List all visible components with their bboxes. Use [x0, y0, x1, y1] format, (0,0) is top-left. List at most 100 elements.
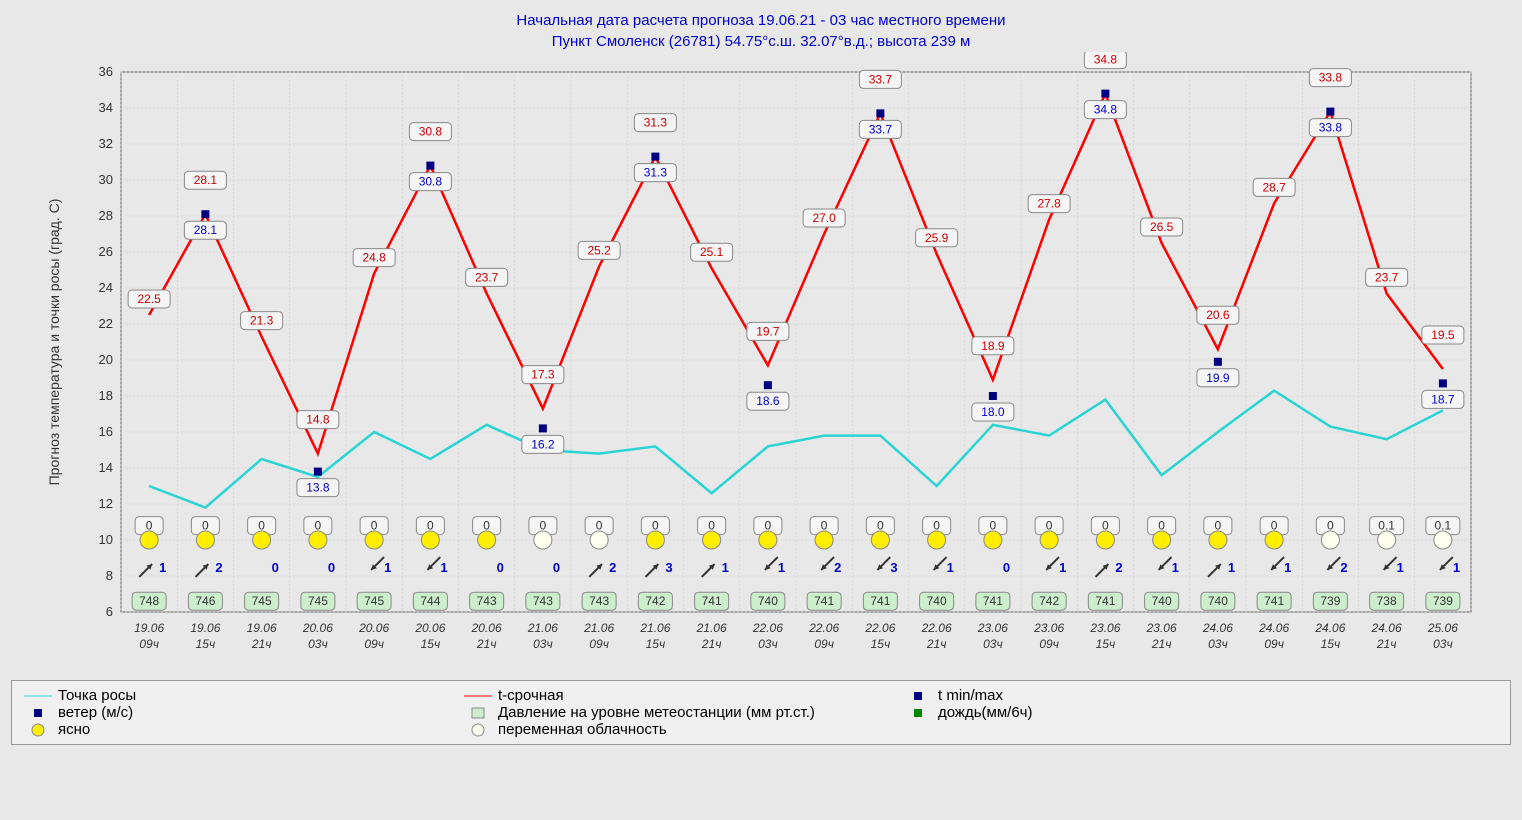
svg-text:1: 1 [1397, 560, 1404, 575]
svg-text:19.7: 19.7 [756, 324, 780, 338]
svg-text:739: 739 [1433, 594, 1453, 608]
svg-text:09ч: 09ч [139, 637, 159, 651]
svg-text:0: 0 [497, 560, 504, 575]
svg-text:20: 20 [99, 352, 113, 367]
svg-text:1: 1 [1059, 560, 1066, 575]
svg-text:0: 0 [328, 560, 335, 575]
svg-text:1: 1 [159, 560, 166, 575]
svg-text:15ч: 15ч [871, 637, 891, 651]
svg-text:30.8: 30.8 [419, 125, 443, 139]
svg-text:0: 0 [540, 519, 547, 533]
svg-text:18: 18 [99, 388, 113, 403]
svg-text:03ч: 03ч [308, 637, 328, 651]
svg-text:1: 1 [947, 560, 954, 575]
svg-text:19.5: 19.5 [1431, 328, 1455, 342]
svg-text:0: 0 [708, 519, 715, 533]
svg-text:0: 0 [1215, 519, 1222, 533]
svg-text:18.6: 18.6 [756, 394, 780, 408]
svg-text:03ч: 03ч [758, 637, 778, 651]
svg-text:34.8: 34.8 [1094, 53, 1118, 67]
svg-text:20.06: 20.06 [471, 621, 502, 635]
svg-text:21ч: 21ч [476, 637, 497, 651]
svg-text:8: 8 [106, 568, 113, 583]
svg-text:741: 741 [814, 594, 834, 608]
svg-text:30: 30 [99, 172, 113, 187]
svg-text:738: 738 [1377, 594, 1397, 608]
svg-text:741: 741 [870, 594, 890, 608]
svg-text:27.8: 27.8 [1037, 197, 1061, 211]
svg-text:739: 739 [1320, 594, 1340, 608]
svg-text:17.3: 17.3 [531, 368, 555, 382]
svg-text:20.6: 20.6 [1206, 308, 1230, 322]
svg-text:745: 745 [308, 594, 328, 608]
svg-text:23.7: 23.7 [475, 270, 499, 284]
svg-text:27.0: 27.0 [812, 211, 836, 225]
svg-text:03ч: 03ч [1208, 637, 1228, 651]
svg-text:0: 0 [553, 560, 560, 575]
svg-text:26.5: 26.5 [1150, 220, 1174, 234]
svg-text:746: 746 [195, 594, 215, 608]
forecast-chart: 681012141618202224262830323436Прогноз те… [11, 52, 1511, 672]
svg-text:1: 1 [1172, 560, 1179, 575]
svg-text:740: 740 [1208, 594, 1228, 608]
svg-text:0.1: 0.1 [1435, 519, 1452, 533]
svg-text:09ч: 09ч [364, 637, 384, 651]
svg-text:36: 36 [99, 64, 113, 79]
svg-text:23.06: 23.06 [1146, 621, 1177, 635]
svg-text:15ч: 15ч [196, 637, 216, 651]
svg-text:25.2: 25.2 [587, 243, 611, 257]
svg-text:2: 2 [215, 560, 222, 575]
svg-text:26: 26 [99, 244, 113, 259]
svg-text:24.06: 24.06 [1258, 621, 1289, 635]
svg-text:21.06: 21.06 [639, 621, 670, 635]
svg-text:30.8: 30.8 [419, 175, 443, 189]
svg-text:19.06: 19.06 [190, 621, 220, 635]
svg-text:2: 2 [834, 560, 841, 575]
svg-text:14: 14 [99, 460, 113, 475]
svg-text:21.06: 21.06 [696, 621, 727, 635]
svg-text:742: 742 [1039, 594, 1059, 608]
svg-text:740: 740 [927, 594, 947, 608]
svg-text:0: 0 [427, 519, 434, 533]
svg-text:741: 741 [702, 594, 722, 608]
svg-text:22: 22 [99, 316, 113, 331]
svg-text:0: 0 [652, 519, 659, 533]
chart-title: Начальная дата расчета прогноза 19.06.21… [11, 10, 1511, 52]
svg-text:19.06: 19.06 [134, 621, 164, 635]
svg-text:10: 10 [99, 532, 113, 547]
svg-text:743: 743 [589, 594, 609, 608]
svg-text:748: 748 [139, 594, 159, 608]
svg-text:16: 16 [99, 424, 113, 439]
svg-text:28.1: 28.1 [194, 223, 218, 237]
svg-text:33.8: 33.8 [1319, 71, 1343, 85]
svg-text:0: 0 [1327, 519, 1334, 533]
svg-text:0: 0 [202, 519, 209, 533]
svg-text:28.1: 28.1 [194, 173, 218, 187]
svg-text:0: 0 [933, 519, 940, 533]
legend: Точка росы t-срочная t min/max ветер (м/… [11, 680, 1511, 745]
svg-text:03ч: 03ч [533, 637, 553, 651]
svg-text:2: 2 [1115, 560, 1122, 575]
svg-text:33.7: 33.7 [869, 72, 893, 86]
svg-text:31.3: 31.3 [644, 166, 668, 180]
svg-text:24.06: 24.06 [1371, 621, 1402, 635]
svg-text:0: 0 [1271, 519, 1278, 533]
chart-area: 681012141618202224262830323436Прогноз те… [11, 52, 1511, 672]
svg-text:21ч: 21ч [1151, 637, 1172, 651]
svg-text:0: 0 [1003, 560, 1010, 575]
svg-text:18.9: 18.9 [981, 339, 1005, 353]
svg-text:15ч: 15ч [421, 637, 441, 651]
svg-text:20.06: 20.06 [414, 621, 445, 635]
svg-text:22.06: 22.06 [752, 621, 783, 635]
svg-text:743: 743 [477, 594, 497, 608]
svg-text:14.8: 14.8 [306, 413, 330, 427]
svg-text:22.06: 22.06 [808, 621, 839, 635]
svg-text:20.06: 20.06 [302, 621, 333, 635]
svg-text:16.2: 16.2 [531, 437, 555, 451]
svg-text:21ч: 21ч [251, 637, 272, 651]
svg-text:0: 0 [1102, 519, 1109, 533]
svg-text:28.7: 28.7 [1262, 180, 1286, 194]
svg-text:3: 3 [890, 560, 897, 575]
svg-text:09ч: 09ч [1039, 637, 1059, 651]
svg-text:21.06: 21.06 [583, 621, 614, 635]
